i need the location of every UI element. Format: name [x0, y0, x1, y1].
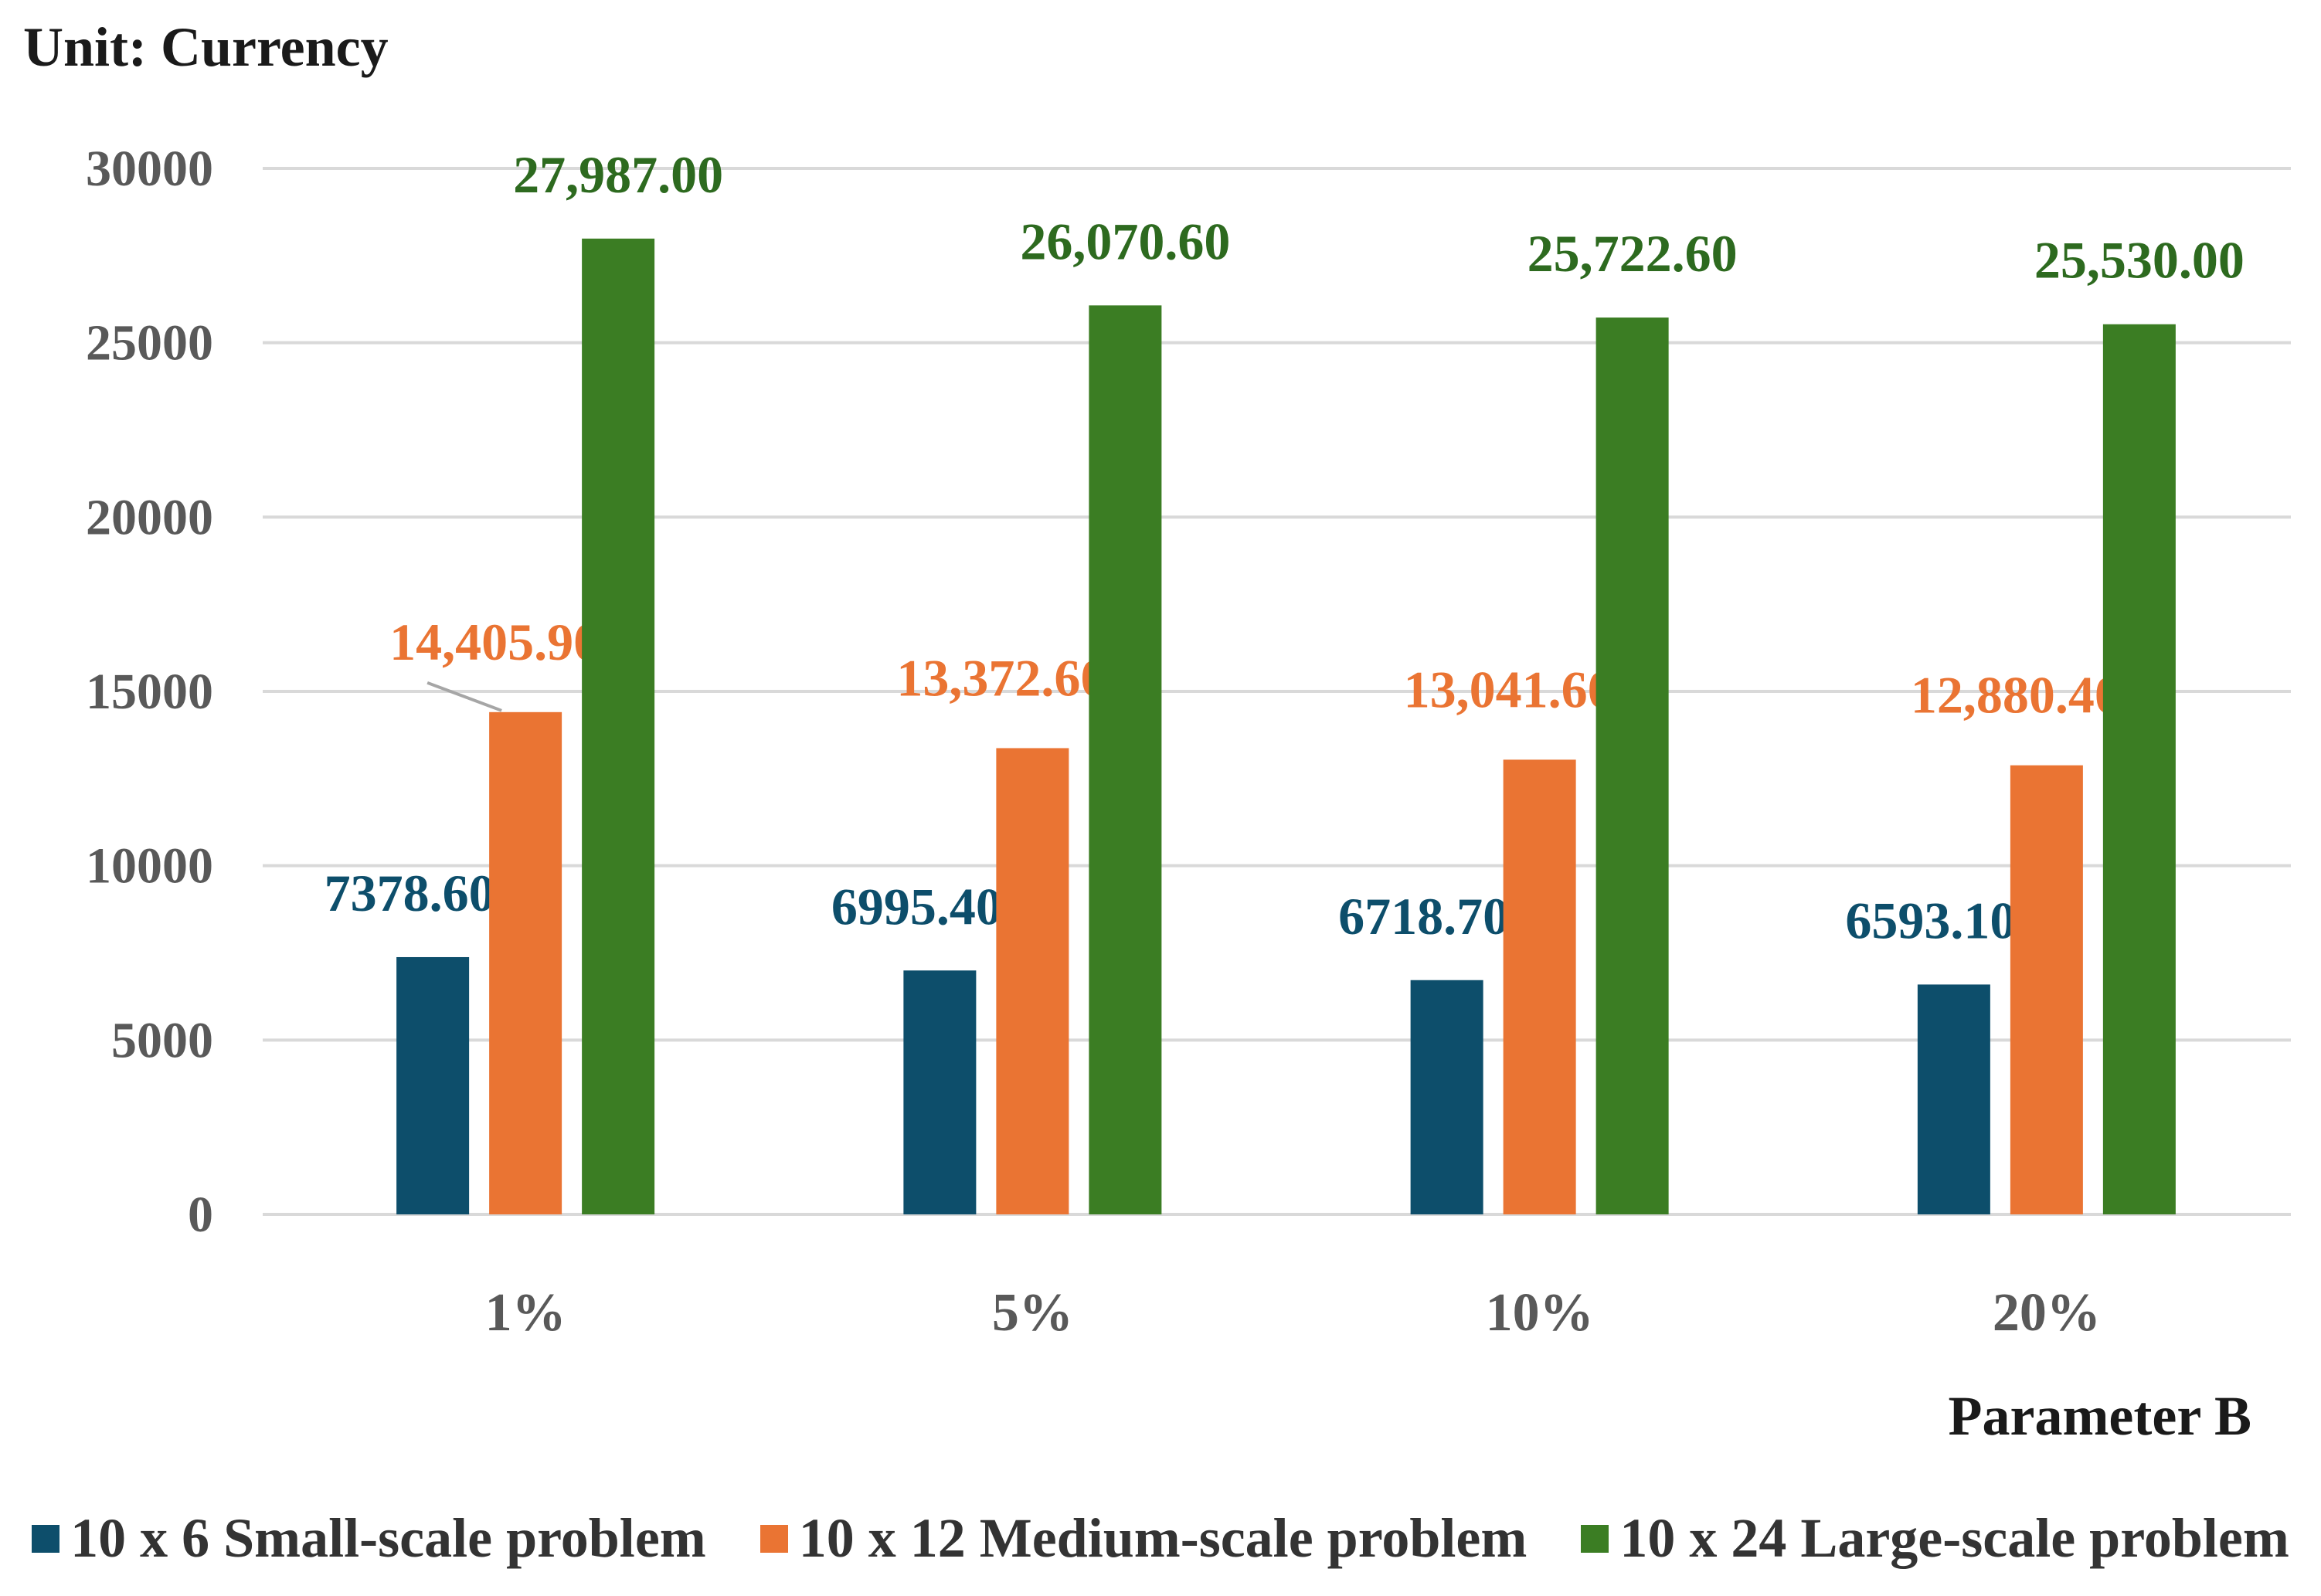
y-tick-label: 30000: [86, 141, 213, 197]
y-tick-label: 5000: [111, 1012, 213, 1068]
data-label-large: 25,530.00: [2034, 231, 2245, 290]
data-label-small: 7378.60: [325, 864, 495, 922]
data-label-medium: 12,880.40: [1911, 666, 2121, 725]
legend-item-medium: 10 x 12 Medium-scale problem: [760, 1506, 1528, 1571]
bar-medium: [489, 712, 562, 1214]
bar-medium: [2010, 766, 2083, 1214]
bar-large: [1089, 305, 1161, 1214]
data-label-medium: 14,405.90: [389, 613, 600, 671]
legend-label-large: 10 x 24 Large-scale problem: [1619, 1506, 2289, 1571]
legend-label-medium: 10 x 12 Medium-scale problem: [799, 1506, 1528, 1571]
bar-small: [903, 970, 976, 1214]
bar-large: [2103, 324, 2176, 1214]
y-tick-label: 10000: [86, 838, 213, 895]
legend-swatch-medium: [760, 1525, 788, 1553]
x-tick-label: 20%: [1993, 1283, 2101, 1343]
y-tick-label: 15000: [86, 664, 213, 720]
legend: 10 x 6 Small-scale problem 10 x 12 Mediu…: [0, 1506, 2321, 1571]
legend-swatch-large: [1581, 1525, 1609, 1553]
data-label-small: 6593.10: [1845, 891, 2016, 949]
data-label-medium: 13,372.60: [896, 648, 1106, 707]
data-label-small: 6718.70: [1338, 887, 1509, 946]
x-tick-label: 1%: [485, 1283, 566, 1343]
legend-swatch-small: [32, 1525, 59, 1553]
data-label-small: 6995.40: [831, 877, 1002, 936]
bar-large: [1596, 318, 1669, 1214]
bar-medium: [996, 748, 1069, 1214]
legend-label-small: 10 x 6 Small-scale problem: [70, 1506, 706, 1571]
data-label-large: 27,987.00: [513, 145, 723, 204]
x-tick-label: 10%: [1486, 1283, 1594, 1343]
data-label-large: 26,070.60: [1020, 212, 1230, 270]
bar-small: [396, 957, 469, 1214]
y-tick-label: 25000: [86, 315, 213, 372]
y-tick-label: 0: [188, 1187, 213, 1243]
bar-medium: [1504, 759, 1576, 1214]
bar-large: [582, 239, 654, 1214]
legend-item-large: 10 x 24 Large-scale problem: [1581, 1506, 2289, 1571]
leader-line: [427, 683, 501, 711]
x-axis-title: Parameter B: [1949, 1383, 2251, 1449]
data-label-large: 25,722.60: [1528, 224, 1738, 283]
legend-item-small: 10 x 6 Small-scale problem: [32, 1506, 706, 1571]
data-label-medium: 13,041.60: [1404, 660, 1614, 718]
bar-small: [1918, 984, 1990, 1214]
bar-small: [1411, 980, 1483, 1214]
y-tick-label: 20000: [86, 489, 213, 545]
x-tick-label: 5%: [992, 1283, 1073, 1343]
